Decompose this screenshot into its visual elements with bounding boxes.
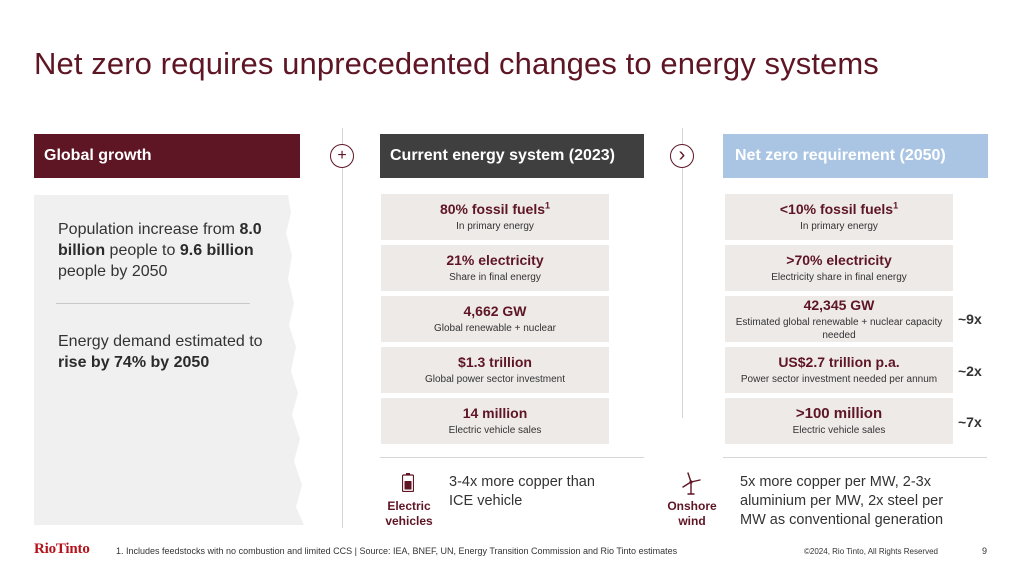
page-title: Net zero requires unprecedented changes … [34,46,879,81]
energy-demand-pre: Energy demand estimated to [58,333,263,350]
plus-icon: + [330,144,354,168]
multiplier-capacity: ~9x [958,311,982,327]
torn-paper-background [34,195,304,525]
netzero-investment-value: US$2.7 trillion p.a. [778,354,900,370]
current-investment-value: $1.3 trillion [458,354,532,370]
wind-turbine-icon [679,471,703,500]
population-mid: people to [105,242,180,259]
global-growth-panel: Population increase from 8.0 billion peo… [34,195,306,525]
netzero-fossil-fuels-sub: In primary energy [800,221,878,232]
netzero-ev-sales-sub: Electric vehicle sales [792,425,886,436]
header-net-zero-label: Net zero requirement (2050) [735,147,946,164]
netzero-capacity-box: 42,345 GW Estimated global renewable + n… [725,296,953,342]
population-2050: 9.6 billion [179,242,254,259]
header-current-energy: Current energy system (2023) [380,134,644,178]
netzero-electricity-sub: Electricity share in final energy [771,272,907,283]
header-current-energy-label: Current energy system (2023) [390,147,615,164]
separator-line-right [682,128,683,418]
electric-vehicles-label: Electric vehicles [378,499,440,529]
current-ev-sales-value: 14 million [462,405,528,421]
copyright: ©2024, Rio Tinto, All Rights Reserved [804,547,938,556]
current-electricity-value: 21% electricity [446,252,544,268]
netzero-ev-sales-box: >100 million Electric vehicle sales [725,398,953,444]
current-ev-sales-sub: Electric vehicle sales [448,425,542,436]
onshore-wind-line1: Onshore [667,499,717,513]
onshore-wind-label: Onshore wind [660,499,724,529]
multiplier-investment: ~2x [958,363,982,379]
header-global-growth: Global growth [34,134,300,178]
netzero-investment-box: US$2.7 trillion p.a. Power sector invest… [725,347,953,393]
energy-demand-highlight: rise by 74% by 2050 [58,354,210,371]
electric-vehicles-line1: Electric [387,499,431,513]
separator-line-left [342,128,343,528]
battery-icon [401,473,415,497]
electric-vehicles-line2: vehicles [385,514,433,528]
page-number: 9 [982,546,988,556]
netzero-ev-sales-value: >100 million [795,405,883,422]
onshore-wind-line2: wind [678,514,706,528]
population-post: people by 2050 [58,263,168,280]
netzero-fossil-fuels-value: <10% fossil fuels1 [780,201,898,218]
current-investment-box: $1.3 trillion Global power sector invest… [381,347,609,393]
chevron-right-glyph: › [678,143,686,166]
current-fossil-fuels-text: 80% fossil fuels [439,201,546,217]
footnote: 1. Includes feedstocks with no combustio… [116,546,678,556]
footnote-marker: 1 [893,200,899,211]
population-pre: Population increase from [58,221,240,238]
netzero-capacity-sub: Estimated global renewable + nuclear cap… [735,316,943,341]
netzero-fossil-fuels-text: <10% fossil fuels [779,201,894,217]
footnote-marker: 1 [545,200,551,211]
rio-tinto-logo: RioTinto [34,541,90,557]
netzero-fossil-fuels-box: <10% fossil fuels1 In primary energy [725,194,953,240]
current-fossil-fuels-value: 80% fossil fuels1 [440,201,550,218]
population-text: Population increase from 8.0 billion peo… [58,219,273,282]
bottom-separator-left [380,457,644,458]
current-electricity-box: 21% electricity Share in final energy [381,245,609,291]
netzero-electricity-box: >70% electricity Electricity share in fi… [725,245,953,291]
current-fossil-fuels-box: 80% fossil fuels1 In primary energy [381,194,609,240]
current-ev-sales-box: 14 million Electric vehicle sales [381,398,609,444]
current-fossil-fuels-sub: In primary energy [456,221,534,232]
netzero-investment-sub: Power sector investment needed per annum [740,374,938,385]
header-global-growth-label: Global growth [44,147,152,164]
bottom-separator-right [723,457,987,458]
multiplier-ev-sales: ~7x [958,414,982,430]
netzero-electricity-value: >70% electricity [786,252,892,268]
plus-icon-glyph: + [337,147,347,164]
header-net-zero: Net zero requirement (2050) [723,134,988,178]
energy-demand-text: Energy demand estimated to rise by 74% b… [58,331,273,373]
onshore-wind-text: 5x more copper per MW, 2-3x aluminium pe… [740,474,944,528]
current-investment-sub: Global power sector investment [424,374,566,385]
electric-vehicles-text: 3-4x more copper than ICE vehicle [449,474,595,509]
current-capacity-value: 4,662 GW [463,303,527,319]
current-capacity-sub: Global renewable + nuclear [433,323,557,334]
current-capacity-box: 4,662 GW Global renewable + nuclear [381,296,609,342]
netzero-capacity-value: 42,345 GW [803,296,875,313]
growth-divider [56,303,250,304]
chevron-right-icon: › [670,144,694,168]
population-2023: 8.0 billion [58,221,262,259]
current-electricity-sub: Share in final energy [449,272,541,283]
